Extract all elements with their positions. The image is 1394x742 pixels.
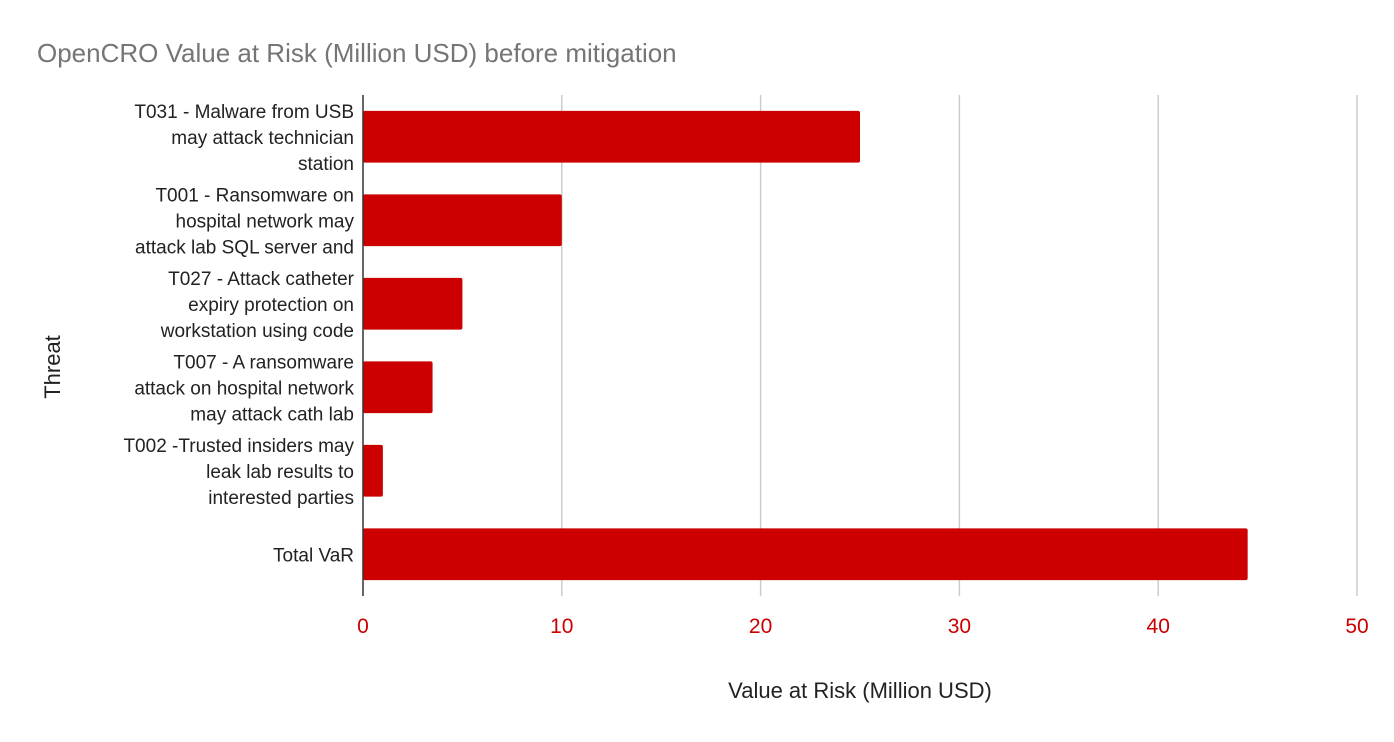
category-label: interested parties [208,488,354,509]
category-label: expiry protection on [188,295,354,316]
x-tick-labels: 0 10 20 30 40 50 [357,615,1369,638]
category-label: station [298,154,354,175]
category-label: T001 - Ransomware on [155,185,354,206]
category-labels: T031 - Malware from USB may attack techni… [123,102,354,567]
category-label: hospital network may [176,211,355,232]
category-label: attack lab SQL server and [135,237,354,258]
chart-title: OpenCRO Value at Risk (Million USD) befo… [37,38,677,68]
x-tick-label: 10 [550,615,573,638]
x-tick-label: 30 [948,615,971,638]
x-tick-label: 0 [357,615,369,638]
category-label: T031 - Malware from USB [134,102,354,123]
category-label: leak lab results to [206,462,354,483]
x-axis-label: Value at Risk (Million USD) [728,678,992,703]
bar-3 [363,361,433,414]
bars [363,110,1248,581]
category-label: Total VaR [273,545,354,566]
bar-1 [363,194,562,247]
x-tick-label: 20 [749,615,772,638]
category-label: T007 - A ransomware [173,352,354,373]
bar-0 [363,110,860,163]
category-label: T002 -Trusted insiders may [123,436,354,457]
category-label: attack on hospital network [134,378,354,399]
bar-2 [363,277,463,330]
category-label: may attack cath lab [190,404,354,425]
y-axis-label: Threat [40,335,65,399]
category-label: may attack technician [171,128,354,149]
x-tick-label: 40 [1147,615,1170,638]
category-label: T027 - Attack catheter [168,269,355,290]
bar-5 [363,528,1248,581]
x-tick-label: 50 [1345,615,1368,638]
gridlines [561,95,1358,596]
category-label: workstation using code [160,321,354,342]
bar-4 [363,444,383,497]
